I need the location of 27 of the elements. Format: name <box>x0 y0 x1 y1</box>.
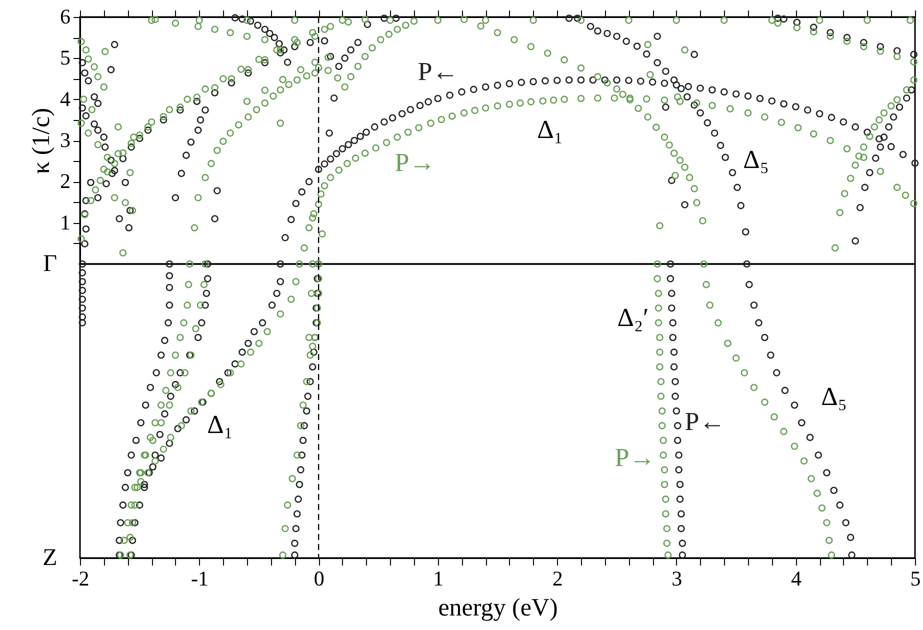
x-tick-label: 3 <box>672 566 682 590</box>
x-tick-label: -1 <box>191 566 209 590</box>
x-tick-label: 1 <box>433 566 444 590</box>
series-label: P→ <box>394 148 436 177</box>
x-tick-label: 0 <box>314 566 324 590</box>
x-axis-title: energy (eV) <box>438 594 558 622</box>
y-tick-label: 2 <box>60 169 70 194</box>
annotation: Δ₅ <box>821 382 847 411</box>
text: Z <box>42 545 58 571</box>
y-tick-label: 4 <box>60 86 71 111</box>
annotation: Δ₂′ <box>617 303 649 332</box>
y-tick-label: 6 <box>60 4 70 28</box>
series-label: P→ <box>614 443 656 472</box>
x-tick-label: 4 <box>790 566 802 590</box>
series-label: P← <box>684 407 726 436</box>
x-tick-label: 2 <box>552 566 563 590</box>
y-axis-title: κ (1/c) <box>28 108 55 174</box>
series-label: P← <box>418 57 458 86</box>
x-tick-label: 5 <box>910 566 921 590</box>
annotation: Δ₅ <box>743 145 769 174</box>
text: Γ <box>43 251 58 277</box>
y-tick-label: 1 <box>60 210 70 234</box>
y-tick-label: 3 <box>60 128 70 152</box>
annotation: Δ₁ <box>537 115 563 144</box>
x-tick-label: -2 <box>72 566 90 590</box>
y-tick-label: 5 <box>60 46 70 70</box>
annotation: Δ₁ <box>207 410 233 439</box>
